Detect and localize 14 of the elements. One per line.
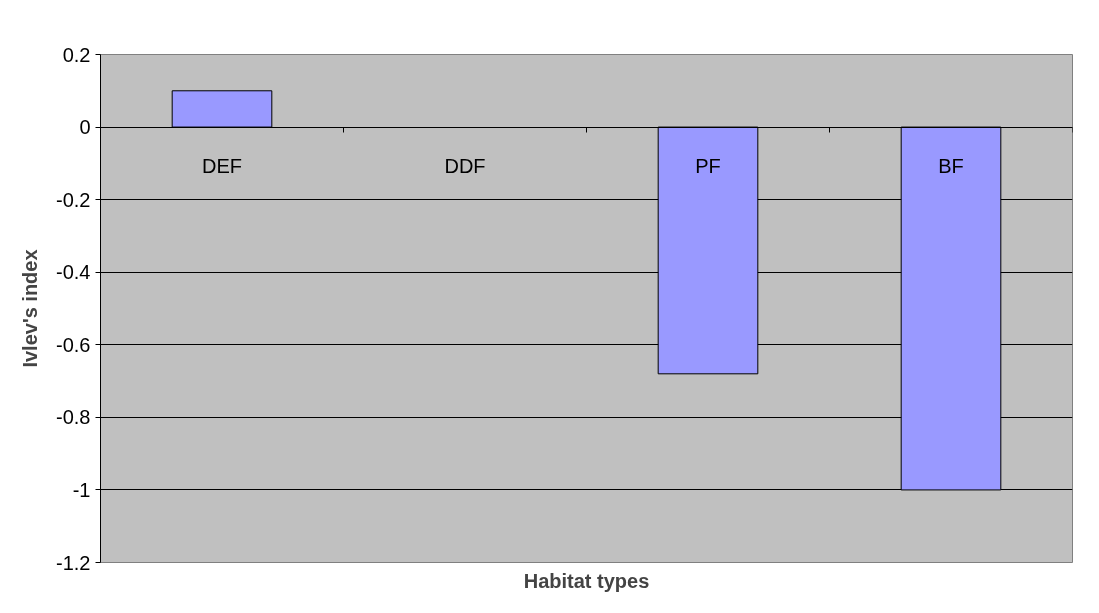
x-tick-label: BF xyxy=(938,155,964,178)
y-tick-label: 0.2 xyxy=(62,43,91,66)
x-tick-label: DEF xyxy=(202,155,242,178)
y-tick-label: -0.2 xyxy=(56,188,91,211)
y-tick-label: -0.4 xyxy=(56,261,91,284)
x-axis-title: Habitat types xyxy=(523,569,650,592)
y-tick-label: -0.8 xyxy=(56,406,91,429)
y-tick-label: -1 xyxy=(72,478,91,501)
x-tick-label: PF xyxy=(695,155,721,178)
y-axis-title: Ivlev's index xyxy=(19,249,42,368)
x-tick-label: DDF xyxy=(444,155,486,178)
y-tick-label: -0.6 xyxy=(56,333,91,356)
y-tick-label: -1.2 xyxy=(56,551,91,574)
y-tick-label: 0 xyxy=(79,116,91,139)
